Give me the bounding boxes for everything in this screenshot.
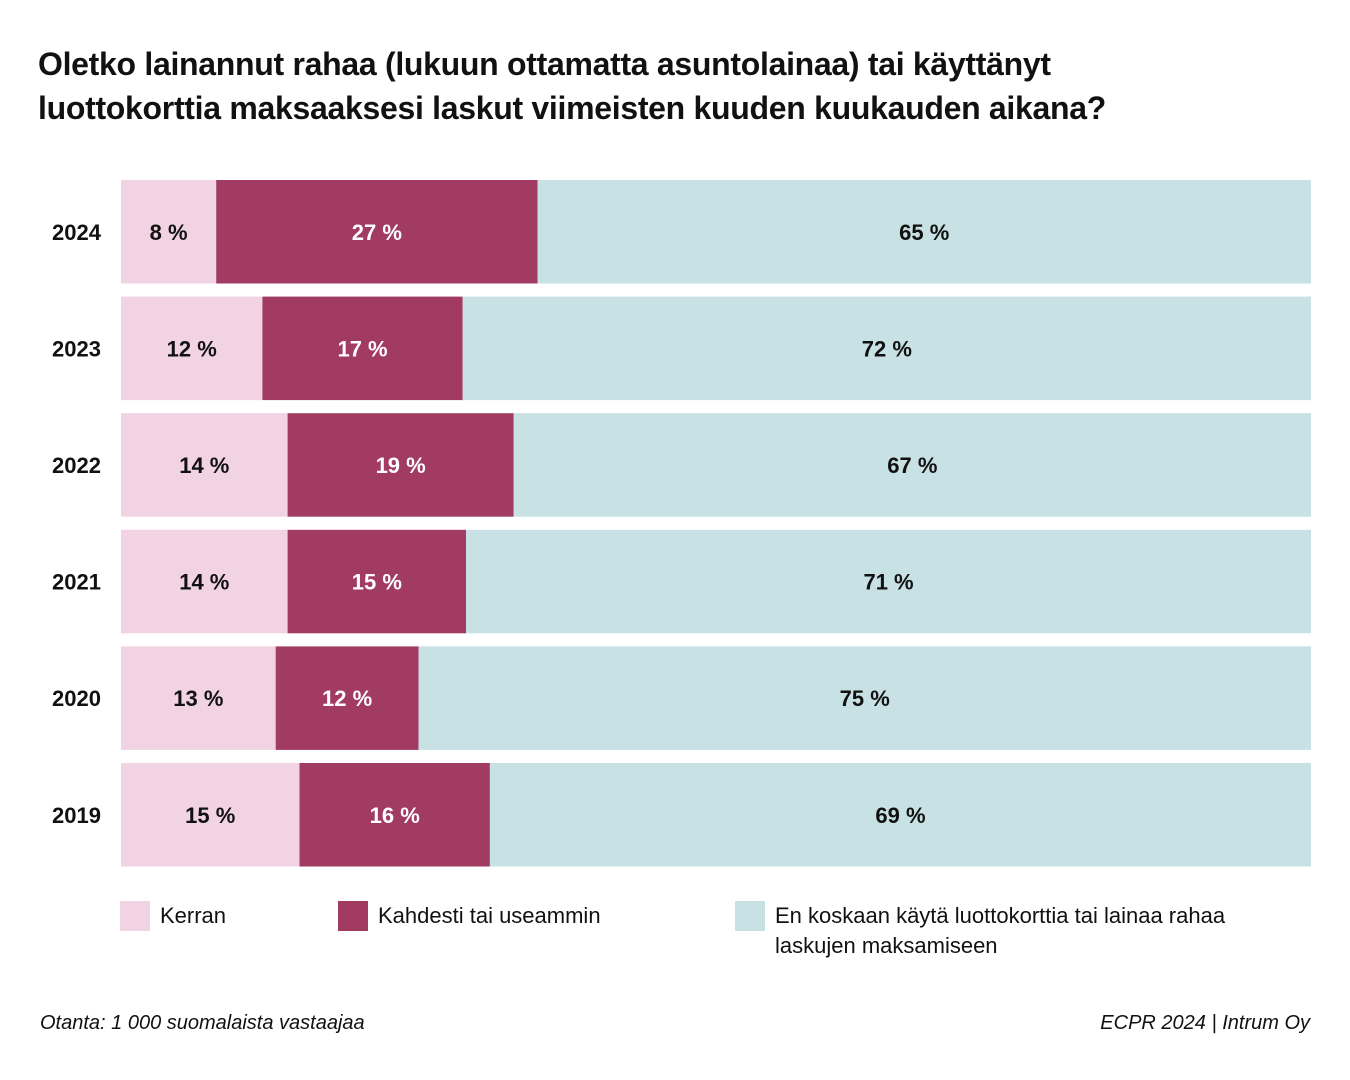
- bar-row-2024: 2024 8 % 27 % 65 %: [52, 180, 1311, 284]
- y-tick-label: 2020: [52, 686, 101, 711]
- chart-title-line-1: Oletko lainannut rahaa (lukuun ottamatta…: [38, 46, 1051, 82]
- bar-segment-2: [275, 646, 419, 750]
- bar-row-2020: 2020 13 % 12 % 75 %: [52, 646, 1311, 750]
- data-label: 15 %: [352, 570, 402, 595]
- bar-segment-2: [262, 296, 463, 401]
- data-label: 19 %: [376, 453, 426, 478]
- bar-segment-3: [513, 413, 1311, 517]
- data-label: 16 %: [370, 803, 420, 828]
- sample-note: Otanta: 1 000 suomalaista vastaajaa: [40, 1012, 365, 1034]
- data-label: 69 %: [875, 803, 925, 828]
- legend-label-en-koskaan-line-1: En koskaan käytä luottokorttia tai laina…: [775, 903, 1226, 928]
- data-label: 13 %: [173, 686, 223, 711]
- data-label: 14 %: [179, 453, 229, 478]
- legend-label-kahdesti: Kahdesti tai useammin: [378, 903, 601, 928]
- y-tick-label: 2024: [52, 220, 102, 245]
- bar-segment-2: [216, 180, 538, 284]
- stacked-bar-chart: 2024 8 % 27 % 65 % 2023 12 % 17 % 72 % 2022 14 % 1…: [52, 180, 1312, 867]
- legend-swatch-kahdesti: [338, 901, 368, 931]
- bar-segment-1: [121, 763, 300, 867]
- bar-row-2021: 2021 14 % 15 % 71 %: [52, 529, 1312, 634]
- legend-item-kerran: Kerran: [120, 901, 226, 931]
- data-label: 12 %: [322, 686, 372, 711]
- data-label: 71 %: [863, 570, 913, 595]
- data-label: 8 %: [150, 220, 188, 245]
- y-tick-label: 2019: [52, 803, 101, 828]
- data-label: 15 %: [185, 803, 235, 828]
- y-tick-label: 2022: [52, 453, 101, 478]
- data-label: 17 %: [337, 336, 387, 361]
- bar-row-2022: 2022 14 % 19 % 67 %: [52, 413, 1311, 517]
- legend-label-kerran: Kerran: [160, 903, 227, 928]
- bar-row-2023: 2023 12 % 17 % 72 %: [52, 296, 1311, 401]
- source-note: ECPR 2024 | Intrum Oy: [1100, 1012, 1310, 1034]
- chart-title-line-2: luottokorttia maksaaksesi laskut viimeis…: [38, 90, 1106, 126]
- bar-segment-3: [462, 296, 1311, 401]
- data-label: 65 %: [899, 220, 949, 245]
- data-label: 75 %: [840, 686, 890, 711]
- data-label: 12 %: [167, 336, 217, 361]
- bar-segment-3: [489, 763, 1311, 867]
- bar-segment-3: [466, 529, 1312, 634]
- legend-label-en-koskaan-line-2: laskujen maksamiseen: [775, 933, 998, 958]
- legend-label-en-koskaan: En koskaan käytä luottokorttia tai laina…: [775, 901, 1225, 961]
- bar-segment-1: [121, 413, 288, 517]
- legend-swatch-en-koskaan: [735, 901, 765, 931]
- bar-segment-1: [121, 529, 288, 634]
- data-label: 27 %: [352, 220, 402, 245]
- bar-segment-2: [299, 763, 490, 867]
- legend-item-kahdesti: Kahdesti tai useammin: [338, 901, 601, 931]
- bar-segment-1: [121, 296, 263, 401]
- bar-segment-1: [121, 646, 276, 750]
- legend-item-en-koskaan: En koskaan käytä luottokorttia tai laina…: [735, 901, 1225, 961]
- y-tick-label: 2021: [52, 570, 101, 595]
- data-label: 72 %: [862, 336, 912, 361]
- chart-title: Oletko lainannut rahaa (lukuun ottamatta…: [38, 42, 1328, 130]
- y-tick-label: 2023: [52, 336, 101, 361]
- data-label: 67 %: [887, 453, 937, 478]
- bar-row-2019: 2019 15 % 16 % 69 %: [52, 763, 1311, 867]
- bar-segment-3: [418, 646, 1311, 750]
- bar-segment-3: [537, 180, 1311, 284]
- bar-segment-1: [121, 180, 217, 284]
- data-label: 14 %: [179, 570, 229, 595]
- legend-swatch-kerran: [120, 901, 150, 931]
- bar-segment-2: [287, 529, 467, 634]
- bar-segment-2: [287, 413, 514, 517]
